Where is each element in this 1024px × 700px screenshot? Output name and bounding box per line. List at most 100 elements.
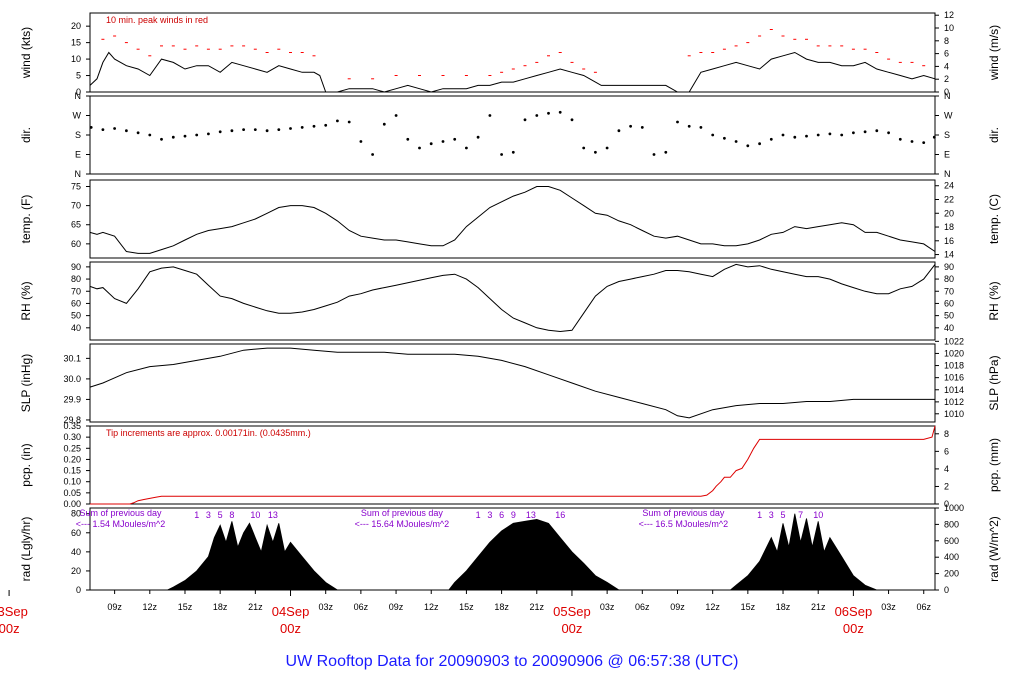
direction-point xyxy=(863,130,867,134)
left-tick-label: 30.1 xyxy=(63,353,81,363)
direction-point xyxy=(125,129,128,133)
direction-point xyxy=(535,114,539,117)
direction-point xyxy=(758,142,761,146)
direction-point xyxy=(898,137,902,141)
right-axis-label: wind (m/s) xyxy=(987,25,1001,81)
direction-point xyxy=(347,120,351,124)
panel-frame xyxy=(89,261,936,341)
direction-point xyxy=(887,131,890,135)
hour-mark-label: 1 xyxy=(476,510,481,520)
panel-slp: 29.8 29.9 30.0 30.1 1010 1012 1014 1016 1018 1020… xyxy=(19,336,1001,425)
direction-point xyxy=(687,124,691,128)
direction-point xyxy=(253,128,257,132)
left-tick-label: 29.9 xyxy=(63,394,81,404)
left-tick-label: 0.10 xyxy=(63,477,81,487)
direction-point xyxy=(324,123,328,127)
x-tick-label: 18z xyxy=(494,602,509,612)
x-tick-label: 12z xyxy=(424,602,439,612)
right-tick-label: E xyxy=(944,150,950,160)
direction-point xyxy=(816,133,820,137)
right-tick-label: 6 xyxy=(944,49,949,59)
hour-mark-label: 7 xyxy=(798,510,803,520)
direction-point xyxy=(300,126,304,129)
left-tick-label: 20 xyxy=(71,21,81,31)
panel-wind: 0 5 10 15 20 0 2 4 6 8 10 12 wind (kts) wind (m/s) 10 … xyxy=(19,10,1001,97)
direction-point xyxy=(500,153,503,156)
x-axis: 09z 12z 15z 18z 21z 03z 06z 09z 12z 15z 18z 21z 03z 0… xyxy=(0,590,931,636)
hour-mark-label: 3 xyxy=(206,510,211,520)
direction-point xyxy=(922,141,926,145)
right-tick-label: 40 xyxy=(944,323,954,333)
x-tick-label: 03z xyxy=(600,602,615,612)
left-tick-label: N xyxy=(75,91,82,101)
left-tick-label: 30.0 xyxy=(63,374,81,384)
right-tick-label: 80 xyxy=(944,274,954,284)
x-tick-label: 18z xyxy=(213,602,228,612)
right-tick-label: 18 xyxy=(944,222,954,232)
left-tick-label: 10 xyxy=(71,54,81,64)
panel-frame xyxy=(89,179,936,259)
right-tick-label: 20 xyxy=(944,208,954,218)
direction-point xyxy=(195,133,199,137)
left-axis-label: RH (%) xyxy=(19,281,33,320)
left-tick-label: 70 xyxy=(71,286,81,296)
direction-point xyxy=(312,124,316,128)
day-label-hour: 00z xyxy=(843,621,864,636)
right-tick-label: 90 xyxy=(944,262,954,272)
left-tick-label: 0.25 xyxy=(63,443,81,453)
left-tick-label: N xyxy=(75,169,82,179)
direction-point xyxy=(476,135,480,139)
direction-point xyxy=(148,133,152,137)
direction-point xyxy=(594,150,597,154)
direction-point xyxy=(746,144,750,148)
right-axis-label: rad (W/m^2) xyxy=(987,516,1001,582)
direction-point xyxy=(652,153,656,156)
direction-point xyxy=(547,111,550,115)
left-tick-label: 5 xyxy=(76,71,81,81)
x-tick-label: 15z xyxy=(741,602,756,612)
hour-mark-label: 6 xyxy=(499,510,504,520)
right-tick-label: 0 xyxy=(944,585,949,595)
x-tick-label: 15z xyxy=(178,602,193,612)
right-tick-label: 0 xyxy=(944,87,949,97)
direction-point xyxy=(183,134,187,138)
right-axis-label: dir. xyxy=(987,127,1001,143)
temp-line xyxy=(89,186,936,254)
right-tick-label: N xyxy=(944,169,951,179)
panel-frame xyxy=(89,12,936,93)
right-tick-label: 1016 xyxy=(944,373,964,383)
direction-point xyxy=(932,135,936,139)
left-tick-label: E xyxy=(75,150,81,160)
direction-point xyxy=(723,136,726,140)
left-tick-label: 0 xyxy=(76,87,81,97)
wind-line xyxy=(89,51,936,93)
left-axis-label: temp. (F) xyxy=(19,195,33,244)
right-axis-label: temp. (C) xyxy=(987,194,1001,244)
x-tick-label: 12z xyxy=(143,602,158,612)
left-tick-label: 40 xyxy=(71,323,81,333)
day-label: 05Sep xyxy=(553,604,591,619)
direction-point xyxy=(629,124,632,128)
right-tick-label: 1010 xyxy=(944,409,964,419)
right-tick-label: 1020 xyxy=(944,348,964,358)
direction-point xyxy=(160,137,163,141)
direction-point xyxy=(805,134,808,138)
hour-mark-label: 16 xyxy=(555,510,565,520)
direction-point xyxy=(418,146,421,150)
right-tick-label: 2 xyxy=(944,481,949,491)
direction-point xyxy=(769,137,773,141)
rh-line xyxy=(89,263,936,333)
direction-point xyxy=(218,130,222,134)
right-tick-label: 14 xyxy=(944,250,954,260)
panel-rh: 40 50 60 70 80 90 40 50 60 70 80 90 RH (%) RH (%) xyxy=(19,261,1001,341)
right-tick-label: 2 xyxy=(944,74,949,84)
left-tick-label: 20 xyxy=(71,566,81,576)
day-label-hour: 00z xyxy=(0,621,20,636)
direction-point xyxy=(371,153,374,156)
right-tick-label: 1012 xyxy=(944,397,964,407)
direction-point xyxy=(840,133,844,137)
direction-point xyxy=(394,114,398,117)
direction-point xyxy=(793,135,797,139)
left-tick-label: 65 xyxy=(71,220,81,230)
